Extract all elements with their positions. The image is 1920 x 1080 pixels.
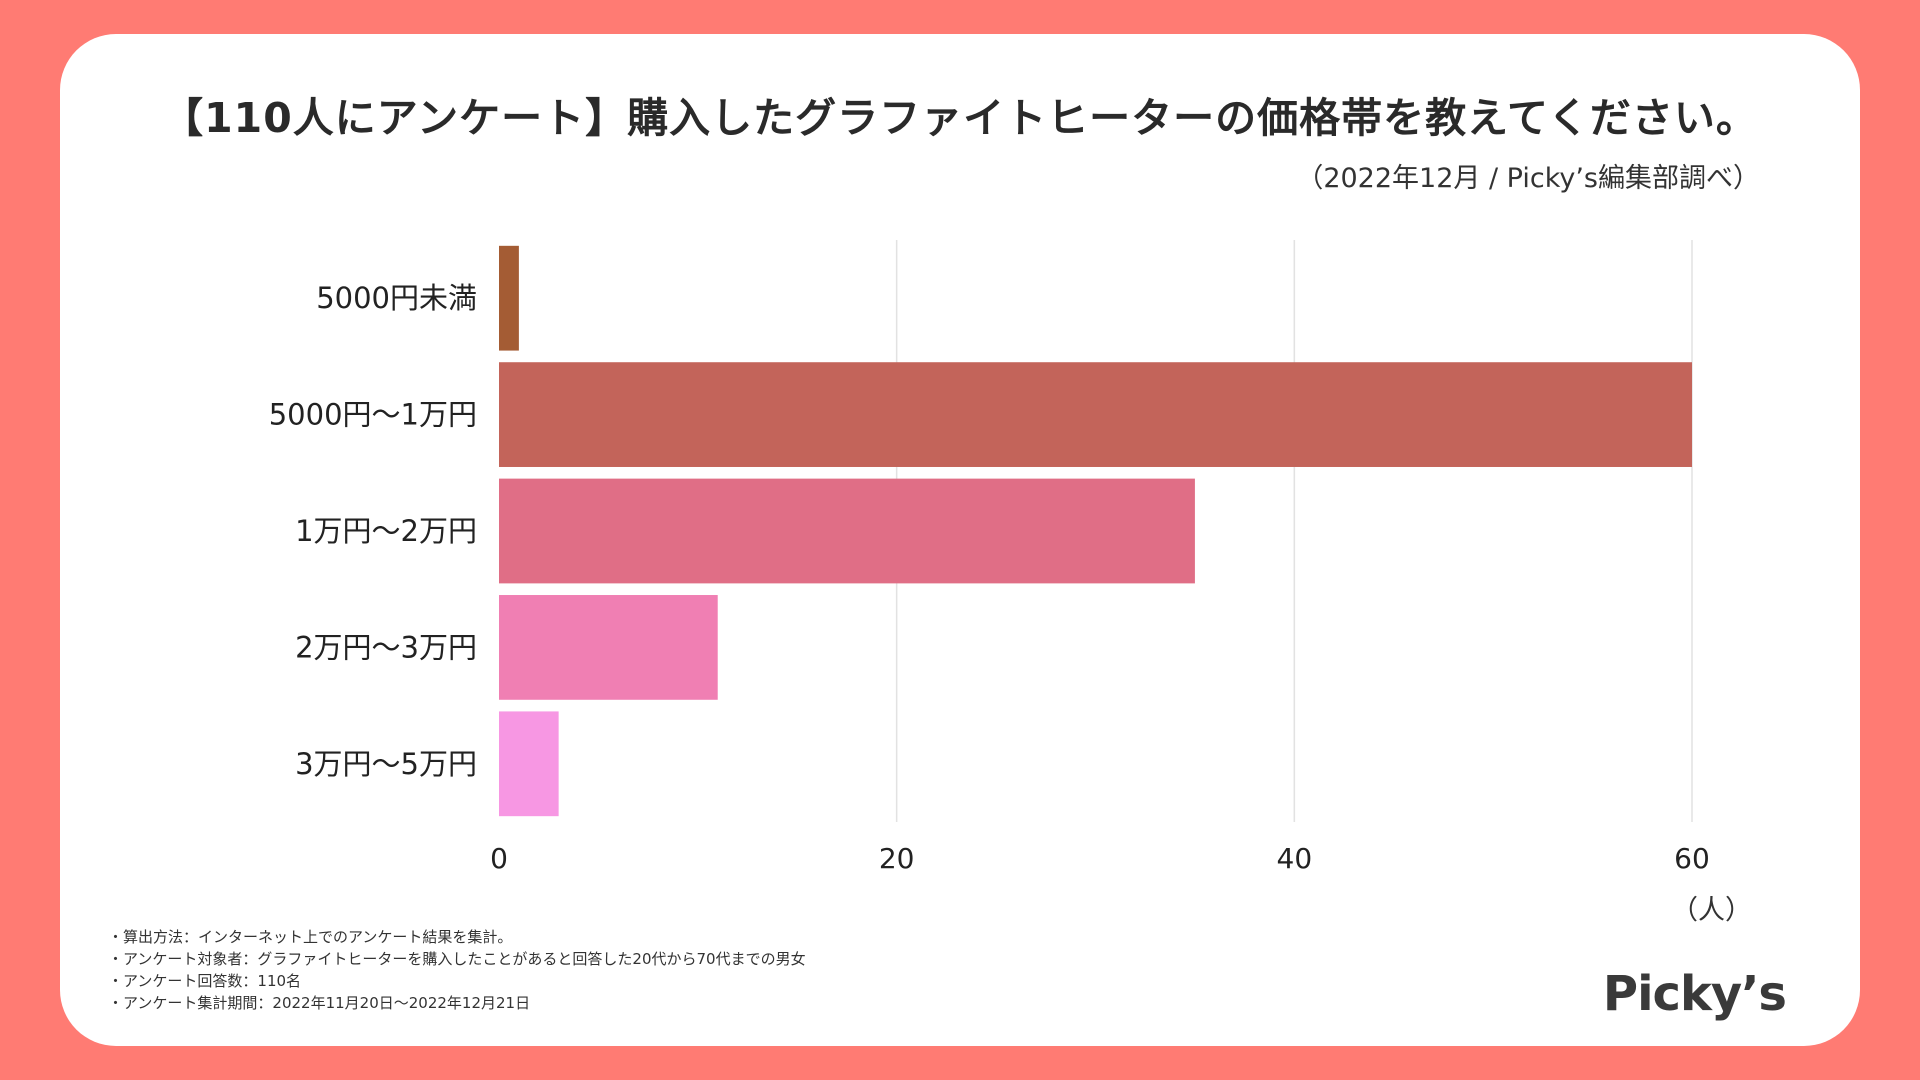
picky-s-logo: Picky’s [1602,966,1787,1022]
category-label-4: 3万円〜5万円 [295,747,477,781]
note-period: ・アンケート集計期間：2022年11月20日〜2022年12月21日 [108,994,531,1012]
category-label-0: 5000円未満 [316,281,477,315]
category-label-2: 1万円〜2万円 [295,514,477,548]
category-label-3: 2万円〜3万円 [295,630,477,664]
note-method: ・算出方法：インターネット上でのアンケート結果を集計。 [108,928,513,946]
note-count: ・アンケート回答数：110名 [108,972,302,990]
bar-3 [499,595,718,700]
x-tick-label-40: 40 [1277,842,1313,874]
bar-4 [499,711,559,817]
chart-title: 【110人にアンケート】購入したグラファイトヒーターの価格帯を教えてください。 [162,94,1758,142]
category-label-1: 5000円〜1万円 [269,398,477,432]
x-tick-label-60: 60 [1674,842,1710,874]
x-axis-unit-label: （人） [1671,895,1752,926]
chart-card: 【110人にアンケート】購入したグラファイトヒーターの価格帯を教えてください。 … [60,34,1860,1046]
source-note: （2022年12月 / Picky’s編集部調べ） [1296,163,1760,194]
bar-chart: 0 20 40 60 5000円未満 5000円〜1万円 1万円〜2万円 2万円〜3万円 3万円… [269,240,1710,874]
note-target: ・アンケート対象者：グラファイトヒーターを購入したことがあると回答した20代から… [108,950,806,968]
x-tick-label-0: 0 [490,842,508,874]
bar-0 [499,245,519,351]
x-tick-label-20: 20 [879,842,915,874]
bar-1 [499,362,1692,467]
bar-2 [499,478,1195,584]
survey-notes: ・算出方法：インターネット上でのアンケート結果を集計。 ・アンケート対象者：グラ… [108,926,806,1014]
